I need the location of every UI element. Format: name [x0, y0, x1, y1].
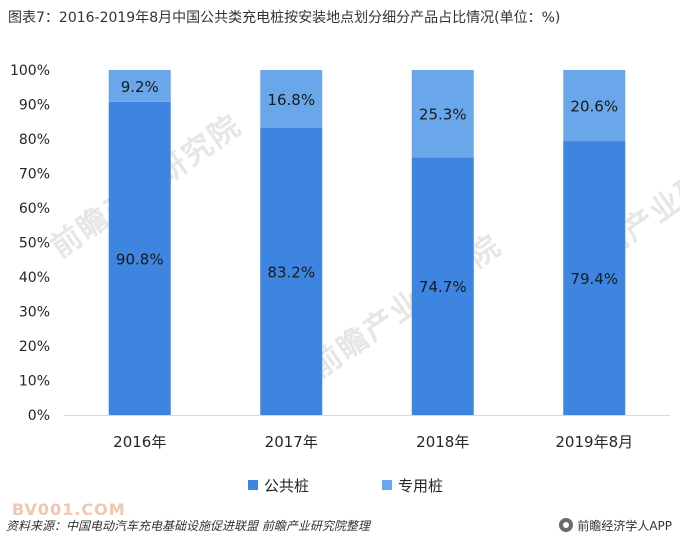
y-tick-label: 50%	[19, 236, 50, 252]
y-tick-label: 0%	[28, 408, 50, 424]
data-label: 79.4%	[570, 270, 618, 288]
legend-label: 公共桩	[264, 477, 309, 495]
legend-swatch-dedicated	[382, 480, 392, 490]
x-tick-label: 2018年	[416, 433, 469, 451]
data-label: 9.2%	[121, 78, 159, 96]
bar-public	[563, 141, 626, 415]
chart-title: 图表7：2016-2019年8月中国公共类充电桩按安装地点划分细分产品占比情况(…	[8, 10, 561, 26]
y-tick-label: 80%	[19, 132, 50, 148]
legend-swatch-public	[248, 480, 258, 490]
y-tick-label: 40%	[19, 270, 50, 286]
x-tick-label: 2016年	[113, 433, 166, 451]
data-label: 90.8%	[116, 250, 164, 268]
brand-mark: 前瞻经济学人APP	[559, 516, 672, 534]
bar-dedicated	[563, 70, 626, 142]
brand-name: 前瞻经济学人APP	[577, 518, 672, 533]
bar-dedicated	[260, 70, 323, 128]
bar-dedicated	[411, 70, 474, 158]
data-label: 74.7%	[419, 278, 467, 296]
x-tick-label: 2017年	[265, 433, 318, 451]
y-tick-label: 10%	[19, 374, 50, 390]
bar-dedicated	[108, 70, 171, 102]
x-tick-label: 2019年8月	[555, 433, 633, 451]
brand-logo-icon	[559, 518, 574, 532]
legend-label: 专用桩	[398, 477, 443, 495]
y-tick-label: 100%	[10, 63, 50, 79]
y-tick-label: 60%	[19, 201, 50, 217]
data-label: 25.3%	[419, 106, 467, 124]
bar-public	[260, 127, 323, 416]
bar-public	[411, 157, 474, 415]
y-tick-label: 30%	[19, 305, 50, 321]
y-tick-label: 90%	[19, 98, 50, 114]
source-note: 资料来源：中国电动汽车充电基础设施促进联盟 前瞻产业研究院整理	[6, 519, 370, 533]
bar-public	[108, 101, 171, 416]
data-label: 16.8%	[267, 91, 315, 109]
y-tick-label: 70%	[19, 167, 50, 183]
data-label: 83.2%	[267, 263, 315, 281]
y-tick-label: 20%	[19, 339, 50, 355]
data-label: 20.6%	[570, 98, 618, 116]
watermark-site: BV001.COM	[12, 500, 126, 519]
